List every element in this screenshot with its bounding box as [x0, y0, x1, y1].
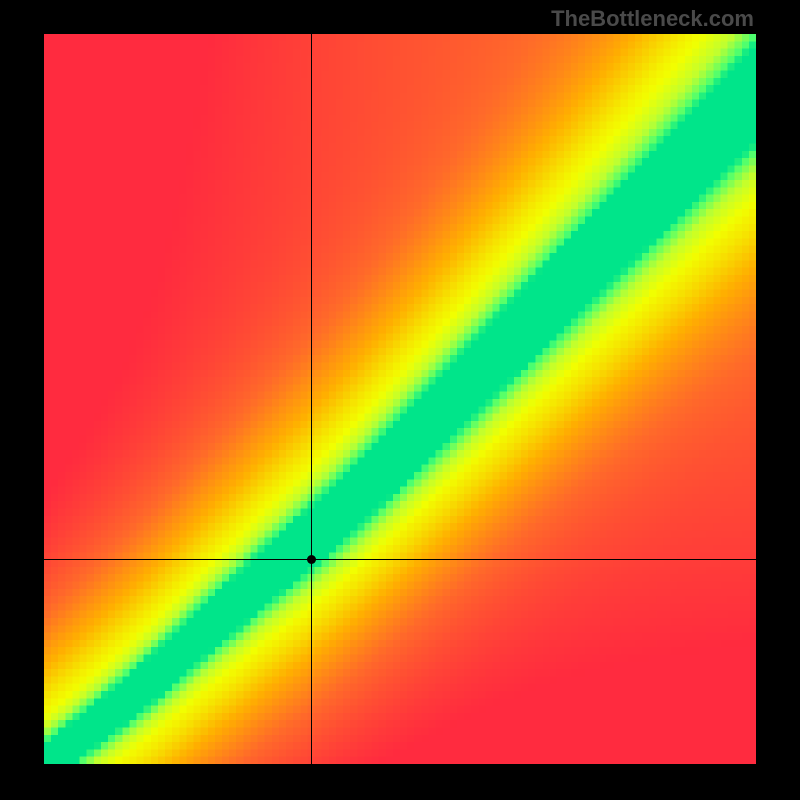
crosshair-vertical — [311, 34, 312, 764]
chart-container: TheBottleneck.com — [0, 0, 800, 800]
source-watermark: TheBottleneck.com — [551, 6, 754, 32]
bottleneck-heatmap — [44, 34, 756, 764]
crosshair-horizontal — [44, 559, 756, 560]
crosshair-marker — [307, 555, 316, 564]
